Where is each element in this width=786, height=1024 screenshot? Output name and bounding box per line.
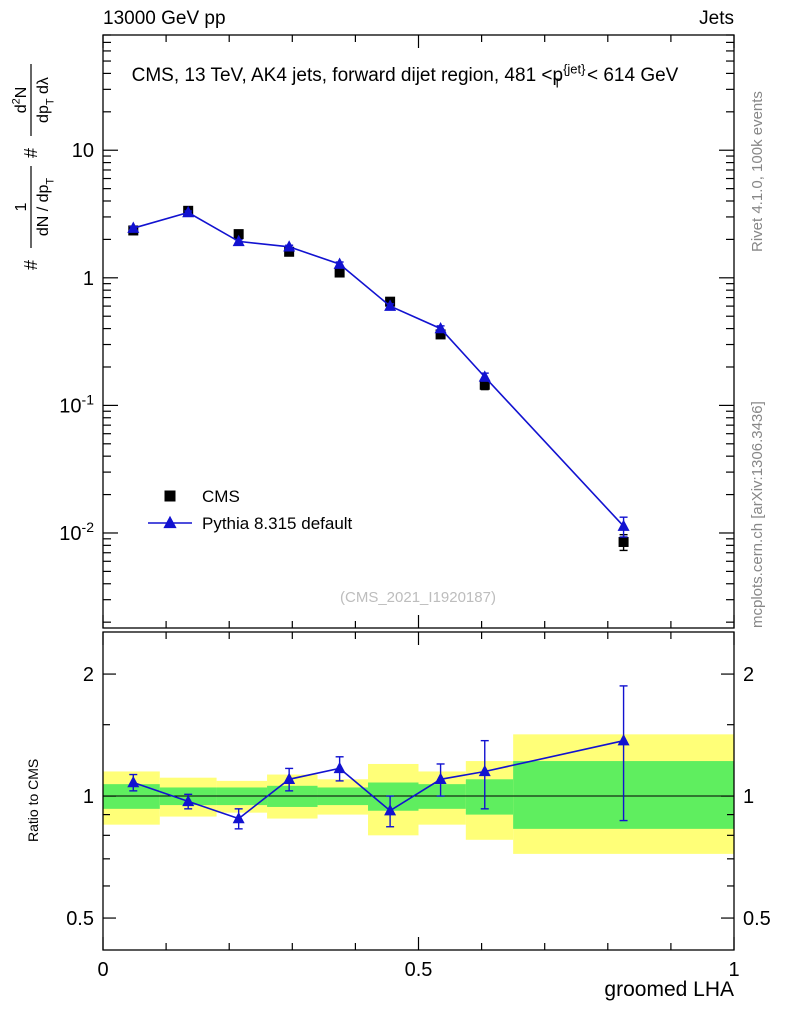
- ratio-tick-label: 2: [83, 664, 94, 686]
- y-tick-label: 10: [72, 140, 94, 162]
- analysis-group-label: Jets: [699, 8, 734, 29]
- x-axis-label: groomed LHA: [604, 978, 734, 1001]
- ratio-tick-label: 1: [83, 786, 94, 808]
- rivet-version-label: Rivet 4.1.0, 100k events: [749, 91, 766, 252]
- legend: CMS Pythia 8.315 default: [148, 487, 353, 533]
- x-tick-label: 0.5: [405, 959, 433, 981]
- axis-ticks: 0 0.5 1 10-2 10-1 1 10 2 2 1 1 0.5 0.5: [59, 34, 771, 981]
- svg-text:dN / dpT: dN / dpT: [35, 178, 56, 237]
- legend-label: Pythia 8.315 default: [202, 514, 353, 533]
- x-tick-label: 1: [728, 959, 739, 981]
- y-tick-label: 10-1: [59, 391, 94, 417]
- series-pythia: [127, 205, 630, 538]
- ratio-tick-label: 0.5: [743, 908, 771, 930]
- svg-text:d2N: d2N: [11, 87, 30, 114]
- svg-text:1: 1: [13, 202, 30, 211]
- ratio-tick-label: 2: [743, 664, 754, 686]
- ratio-axis-label: Ratio to CMS: [25, 759, 41, 842]
- legend-label: CMS: [202, 487, 240, 506]
- plot-title: CMS, 13 TeV, AK4 jets, forward dijet reg…: [132, 61, 679, 90]
- ratio-uncertainty-bands: [103, 734, 734, 854]
- svg-text:#: #: [21, 260, 41, 270]
- svg-text:dpT dλ: dpT dλ: [35, 77, 56, 123]
- main-axis-label: #1 dN / dpT # d2N dpT dλ: [11, 64, 56, 270]
- mcplots-credit-label: mcplots.cern.ch [arXiv:1306.3436]: [749, 401, 766, 628]
- y-tick-label: 1: [83, 268, 94, 290]
- beam-energy-label: 13000 GeV pp: [103, 8, 226, 29]
- stat-uncertainty-band: [465, 779, 514, 815]
- x-tick-label: 0: [97, 959, 108, 981]
- plot-root: 0 0.5 1 10-2 10-1 1 10 2 2 1 1 0.5 0.5 CMS Pythia 8.31…: [11, 34, 771, 981]
- main-panel-frame: [102, 34, 735, 629]
- ratio-tick-label: 0.5: [66, 908, 94, 930]
- ratio-tick-label: 1: [743, 786, 754, 808]
- series-ratio: [127, 685, 630, 830]
- watermark-label: (CMS_2021_I1920187): [340, 589, 496, 606]
- svg-text:#: #: [21, 148, 41, 158]
- y-tick-label: 10-2: [59, 519, 94, 545]
